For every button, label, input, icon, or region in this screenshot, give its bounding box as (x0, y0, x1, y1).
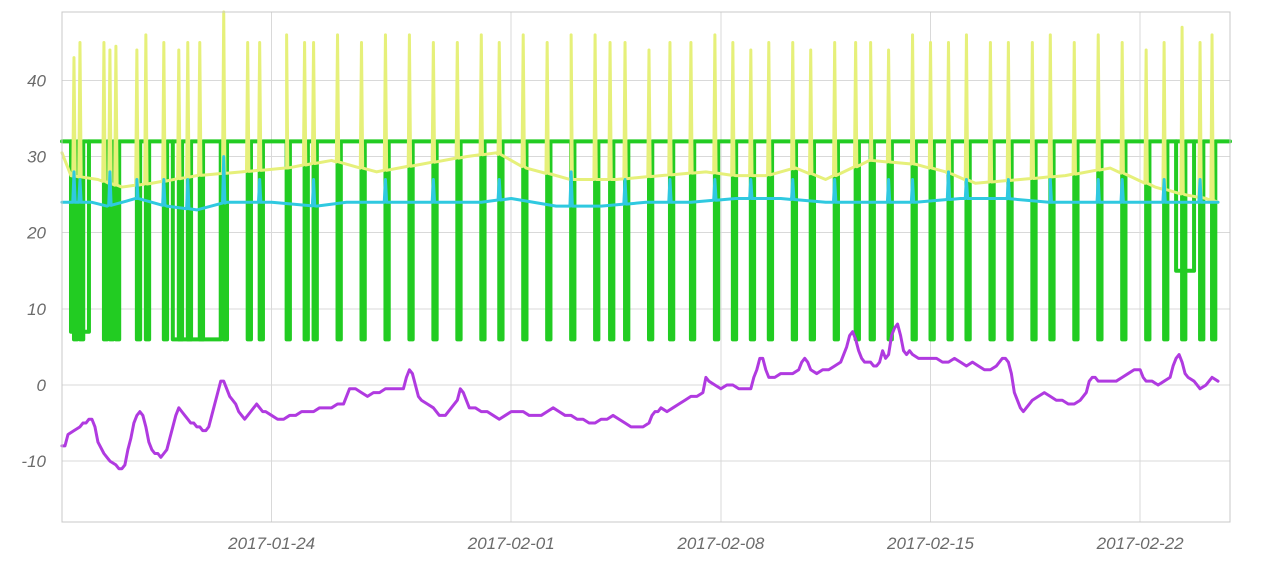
series-segment (1174, 139, 1197, 273)
x-axis-ticks: 2017-01-24 2017-02-01 2017-02-08 2017-02-15… (227, 534, 1184, 553)
series-3 (60, 322, 1220, 471)
y-axis-ticks: -10 0 10 20 30 40 (21, 72, 46, 472)
series-line (60, 10, 1220, 204)
series-layer (60, 10, 1232, 471)
x-tick-label: 2017-02-01 (467, 534, 555, 553)
series-0 (60, 139, 1232, 342)
series-segment (170, 139, 223, 342)
y-tick-label: 10 (27, 300, 46, 319)
y-tick-label: 0 (37, 376, 47, 395)
x-tick-label: 2017-02-22 (1096, 534, 1185, 553)
series-line (60, 155, 1220, 212)
y-tick-label: 20 (26, 224, 46, 243)
series-line (60, 322, 1220, 471)
y-tick-label: -10 (21, 452, 46, 471)
plot-frame (61, 11, 1231, 523)
series-2 (60, 155, 1220, 212)
x-tick-label: 2017-02-08 (676, 534, 765, 553)
y-tick-label: 30 (27, 148, 46, 167)
grid (62, 12, 1230, 522)
series-1 (60, 10, 1220, 204)
x-tick-label: 2017-02-15 (886, 534, 975, 553)
series-segment (68, 139, 91, 334)
y-tick-label: 40 (27, 72, 46, 91)
series-pulse-line (60, 139, 1232, 342)
x-tick-label: 2017-01-24 (227, 534, 315, 553)
